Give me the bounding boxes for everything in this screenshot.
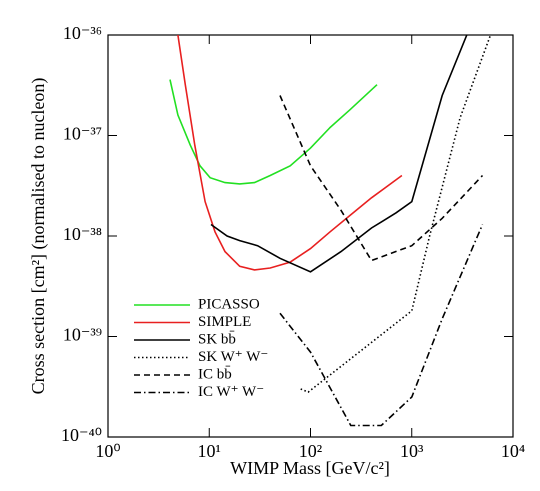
y-tick-label: 10⁻³⁸: [63, 224, 102, 244]
y-axis-label: Cross section [cm²] (normalised to nucle…: [28, 78, 49, 395]
x-tick-label: 10³: [400, 441, 424, 461]
series-line: [300, 35, 492, 394]
y-tick-label: 10⁻³⁷: [63, 124, 102, 144]
series-line: [169, 79, 378, 185]
series-line: [177, 35, 403, 271]
plot-frame: [107, 34, 514, 438]
legend-label: IC bb̄: [198, 366, 232, 382]
x-axis-label: WIMP Mass [GeV/c²]: [230, 458, 390, 478]
x-tick-label: 10⁴: [501, 441, 525, 461]
series-line: [210, 35, 468, 273]
legend-label: SIMPLE: [198, 314, 251, 330]
series-line: [279, 95, 484, 262]
y-tick-label: 10⁻³⁹: [63, 325, 102, 345]
legend-label: IC W⁺ W⁻: [198, 384, 264, 400]
x-tick-label: 10¹: [198, 441, 221, 461]
legend-label: SK W⁺ W⁻: [198, 349, 268, 365]
y-tick-label: 10⁻³⁶: [63, 23, 102, 43]
plot-lines: [169, 35, 492, 427]
legend-label: SK bb̄: [198, 331, 236, 347]
y-tick-label: 10⁻⁴⁰: [61, 425, 102, 445]
series-line: [279, 224, 484, 427]
x-tick-label: 10⁰: [95, 441, 120, 461]
x-tick-label: 10²: [299, 441, 322, 461]
legend-label: PICASSO: [198, 296, 260, 312]
